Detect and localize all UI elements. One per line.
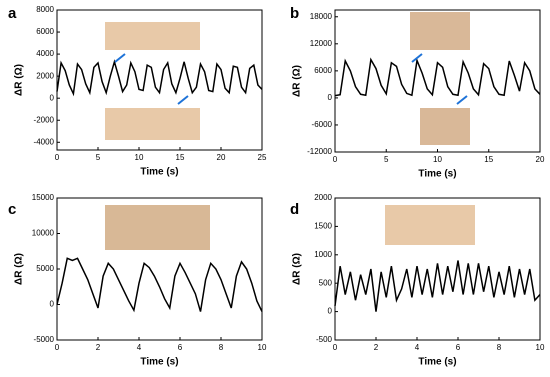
x-tick-label: 10 xyxy=(135,153,144,162)
x-tick-label: 25 xyxy=(258,153,267,162)
x-tick-label: 10 xyxy=(433,155,442,164)
y-tick-label: 8000 xyxy=(36,5,54,14)
x-tick-label: 2 xyxy=(374,343,379,352)
plot-frame xyxy=(334,197,541,341)
photo xyxy=(105,22,200,50)
x-tick-label: 5 xyxy=(96,153,101,162)
x-tick-label: 15 xyxy=(484,155,493,164)
y-tick-label: -12000 xyxy=(307,147,332,156)
x-tick-label: 0 xyxy=(333,155,338,164)
y-tick-label: 4000 xyxy=(36,49,54,58)
x-tick-label: 6 xyxy=(178,343,183,352)
x-tick-label: 15 xyxy=(176,153,185,162)
photo xyxy=(385,205,475,245)
x-axis-title: Time (s) xyxy=(418,169,456,180)
x-axis-title: Time (s) xyxy=(418,357,456,368)
panel-label: d xyxy=(290,201,299,218)
y-tick-label: -5000 xyxy=(34,335,55,344)
x-tick-label: 20 xyxy=(217,153,226,162)
y-tick-label: 0 xyxy=(328,307,333,316)
x-axis-title: Time (s) xyxy=(140,167,178,178)
y-tick-label: 10000 xyxy=(32,229,55,238)
x-tick-label: 4 xyxy=(137,343,142,352)
y-tick-label: 0 xyxy=(50,300,55,309)
photo-insets xyxy=(105,12,475,250)
y-axis-title: ΔR (Ω) xyxy=(292,253,303,285)
photo xyxy=(420,108,470,145)
arrow xyxy=(456,95,468,105)
y-tick-label: -2000 xyxy=(34,115,55,124)
panel-label: b xyxy=(290,5,299,22)
data-line xyxy=(56,59,263,97)
x-tick-label: 0 xyxy=(333,343,338,352)
y-axis-title: ΔR (Ω) xyxy=(292,65,303,97)
photo xyxy=(105,108,200,140)
y-tick-label: -500 xyxy=(316,335,333,344)
photo xyxy=(410,12,470,50)
y-tick-label: 500 xyxy=(319,278,333,287)
arrow xyxy=(114,53,126,63)
arrow xyxy=(177,95,189,105)
y-tick-label: 0 xyxy=(328,93,333,102)
y-tick-label: 6000 xyxy=(36,27,54,36)
data-line xyxy=(334,260,541,312)
panel-label: a xyxy=(8,5,17,22)
y-tick-label: -4000 xyxy=(34,137,55,146)
y-tick-label: 1500 xyxy=(314,222,332,231)
y-tick-label: 12000 xyxy=(310,39,333,48)
x-tick-label: 10 xyxy=(258,343,267,352)
x-tick-label: 0 xyxy=(55,153,60,162)
y-tick-label: 1000 xyxy=(314,250,332,259)
y-axis-title: ΔR (Ω) xyxy=(14,253,25,285)
x-tick-label: 5 xyxy=(384,155,389,164)
plot-frame xyxy=(56,9,263,151)
y-tick-label: -6000 xyxy=(312,120,333,129)
y-axis-title: ΔR (Ω) xyxy=(14,64,25,96)
panel-label: c xyxy=(8,201,16,218)
x-tick-label: 2 xyxy=(96,343,101,352)
x-tick-label: 4 xyxy=(415,343,420,352)
x-tick-label: 8 xyxy=(219,343,224,352)
x-tick-label: 0 xyxy=(55,343,60,352)
arrow xyxy=(411,53,423,63)
y-tick-label: 5000 xyxy=(36,264,54,273)
x-tick-label: 10 xyxy=(536,343,545,352)
y-tick-label: 2000 xyxy=(314,193,332,202)
y-tick-label: 18000 xyxy=(310,12,333,21)
x-tick-label: 8 xyxy=(497,343,502,352)
x-axis-title: Time (s) xyxy=(140,357,178,368)
y-tick-label: 0 xyxy=(50,93,55,102)
y-tick-label: 6000 xyxy=(314,66,332,75)
photo xyxy=(105,205,210,250)
y-tick-label: 2000 xyxy=(36,71,54,80)
y-tick-label: 15000 xyxy=(32,193,55,202)
data-line xyxy=(56,257,263,313)
data-line xyxy=(334,57,541,97)
x-tick-label: 20 xyxy=(536,155,545,164)
x-tick-label: 6 xyxy=(456,343,461,352)
